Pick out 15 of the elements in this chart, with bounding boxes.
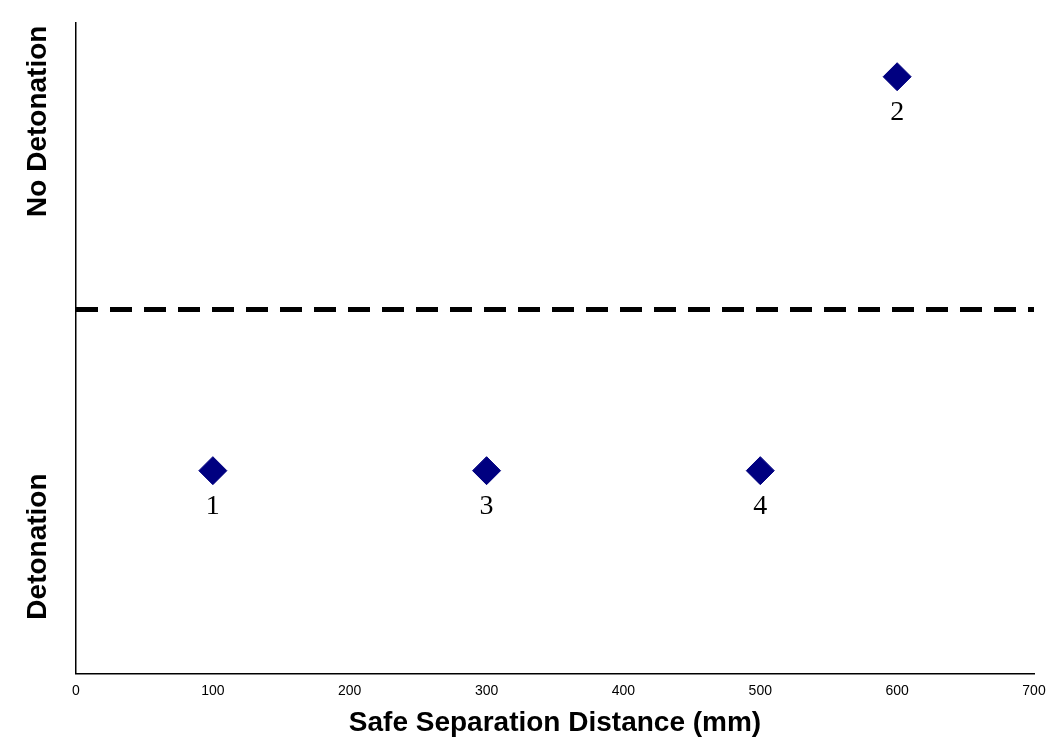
text: No Detonation <box>20 25 52 217</box>
annotation: 4 <box>753 489 768 521</box>
x-tick-label: 300 <box>474 681 499 698</box>
x-tick-label: 600 <box>885 681 910 698</box>
x-tick-label: 500 <box>748 681 773 698</box>
annotation: 2 <box>890 95 905 127</box>
x-tick-label: 200 <box>338 681 362 698</box>
x-tick-label: 100 <box>201 681 225 698</box>
text: Detonation <box>20 473 52 620</box>
x-axis-title: Safe Separation Distance (mm) <box>348 705 762 737</box>
x-tick-label: 0 <box>72 681 81 698</box>
annotation: 1 <box>205 489 220 521</box>
annotation: 3 <box>479 489 494 521</box>
x-tick-label: 400 <box>611 681 636 698</box>
x-tick-label: 700 <box>1022 681 1046 698</box>
